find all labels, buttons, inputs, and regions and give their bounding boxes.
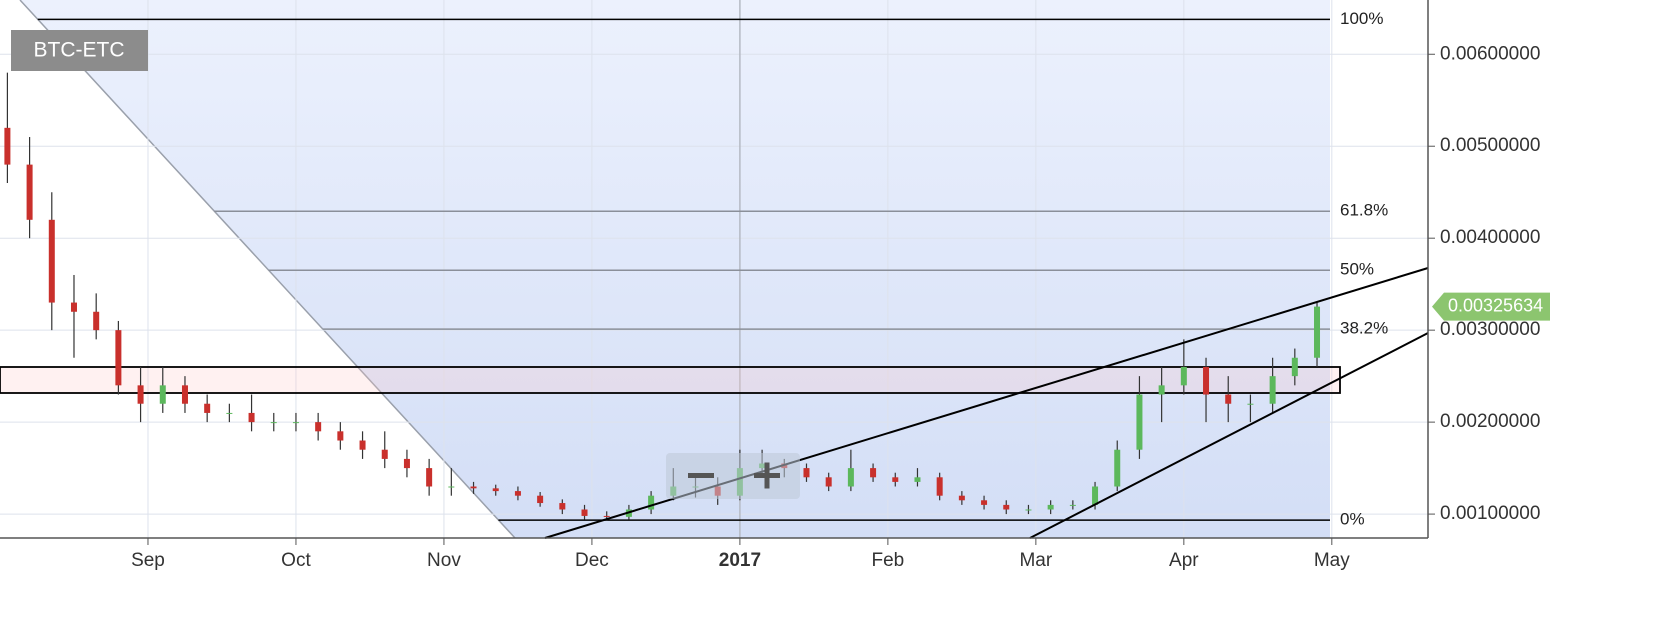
symbol: BTC-ETC	[34, 39, 125, 62]
candle-body	[337, 431, 344, 441]
candle-body	[981, 500, 988, 505]
candle-body	[870, 468, 877, 478]
fib-label: 38.2%	[1340, 319, 1388, 338]
x-tick-label: Feb	[872, 550, 905, 571]
candle-body	[426, 468, 433, 487]
candle-body	[381, 449, 388, 459]
candle-body	[270, 422, 277, 424]
candle-body	[470, 486, 477, 489]
candle-body	[1136, 394, 1143, 450]
fib-label: 50%	[1340, 260, 1374, 279]
badge-box	[11, 30, 148, 71]
candle-body	[48, 219, 55, 303]
y-tick-label: 0.00600000	[1440, 43, 1540, 64]
fib-levels: 100% 61.8% 50% 38.2% 0%	[37, 9, 1388, 529]
candle-body	[559, 503, 566, 510]
candle-body	[803, 468, 810, 478]
candle-body	[1269, 376, 1276, 404]
candle-body	[315, 422, 322, 432]
candle-body	[26, 164, 33, 220]
fib-label: 61.8%	[1340, 201, 1388, 220]
x-tick-label: Dec	[575, 550, 609, 571]
symbol-badge: BTC-ETC	[11, 30, 148, 71]
zoom-out[interactable]	[688, 473, 714, 478]
candle-body	[4, 127, 11, 165]
y-tick-label: 0.00400000	[1440, 227, 1540, 248]
x-tick-label: May	[1314, 550, 1350, 571]
candle-body	[492, 488, 499, 492]
y-tick-label: 0.00100000	[1440, 503, 1540, 524]
candle-body	[581, 509, 588, 516]
candle-body	[914, 477, 921, 482]
x-tick-label: Sep	[131, 550, 165, 571]
candle-body	[1247, 403, 1254, 405]
x-tick-label: 2017	[719, 550, 761, 571]
candle-body	[181, 385, 188, 404]
zone-box	[0, 366, 1341, 394]
candle-body	[936, 477, 943, 496]
candles	[4, 72, 1321, 521]
candle-body	[603, 515, 610, 517]
candle-body	[1158, 385, 1165, 395]
y-tick-label: 0.00300000	[1440, 319, 1540, 340]
candle-body	[958, 495, 965, 501]
candle-body	[403, 458, 410, 469]
candle-body	[115, 330, 122, 386]
fib-label: 0%	[1340, 510, 1365, 529]
candle-body	[1092, 486, 1099, 505]
x-tick-label: Mar	[1019, 550, 1052, 571]
candle-body	[537, 495, 544, 504]
candle-body	[1203, 366, 1210, 395]
candle-body	[359, 440, 366, 450]
candle-body	[1114, 449, 1121, 487]
candle-body	[292, 422, 299, 424]
candle-body	[1003, 504, 1010, 510]
y-tick-label: 0.00200000	[1440, 411, 1540, 432]
candle-body	[248, 412, 255, 423]
fib-label: 100%	[1340, 9, 1383, 28]
candle-body	[1180, 366, 1187, 386]
x-tick-label: Nov	[427, 550, 461, 571]
candle-body	[892, 477, 899, 482]
candle-body	[1025, 509, 1032, 511]
candle-body	[1291, 357, 1298, 377]
candle-body	[93, 311, 100, 331]
candle-body	[448, 486, 455, 488]
candle-body	[70, 302, 77, 312]
zoom-in[interactable]	[764, 462, 770, 489]
last-price-badge	[1432, 292, 1550, 321]
x-tick-label: Oct	[281, 550, 311, 571]
candle-body	[1314, 306, 1321, 358]
candle-body	[137, 385, 144, 404]
zoom-control[interactable]	[666, 453, 800, 499]
candle-body	[1225, 394, 1232, 404]
grid	[0, 0, 1428, 538]
axes: 0.00100000 0.00200000 0.00300000 0.00400000…	[131, 43, 1550, 571]
trend-line	[1029, 332, 1429, 539]
candle-body	[159, 385, 166, 404]
candle-body	[1069, 504, 1076, 506]
candle-body	[204, 403, 211, 413]
candle-body	[648, 495, 655, 510]
last-price-label: 0.00325634	[1448, 295, 1543, 315]
candle-body	[226, 412, 233, 414]
fib-shading	[20, 0, 1330, 538]
y-tick-label: 0.00500000	[1440, 135, 1540, 156]
candle-body	[825, 477, 832, 487]
candle-body	[847, 468, 854, 487]
candle-body	[514, 491, 521, 496]
x-tick-label: Apr	[1169, 550, 1199, 571]
fib-diagonal	[19, 0, 516, 539]
candle-body	[1047, 504, 1054, 510]
